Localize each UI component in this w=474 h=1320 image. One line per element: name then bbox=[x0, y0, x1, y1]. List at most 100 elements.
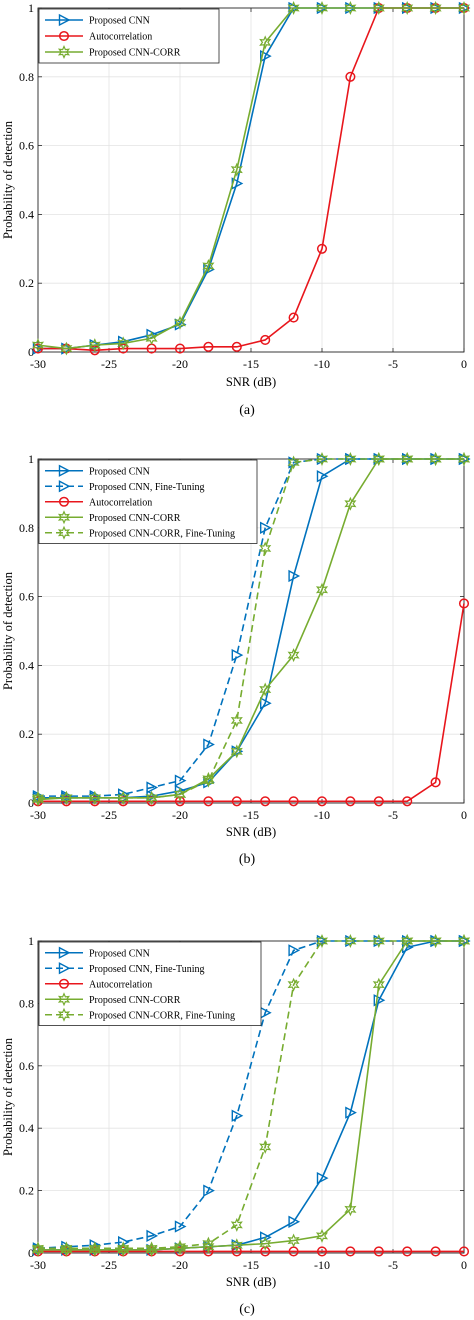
data-point bbox=[260, 334, 271, 346]
data-point bbox=[145, 1242, 158, 1257]
data-point bbox=[288, 1215, 301, 1228]
data-point bbox=[316, 243, 328, 254]
legend-item: Proposed CNN bbox=[45, 946, 150, 959]
data-point bbox=[402, 796, 413, 807]
data-point bbox=[373, 796, 384, 807]
y-axis-label: Probability of detection bbox=[1, 1037, 15, 1156]
legend-item: Autocorrelation bbox=[45, 496, 152, 508]
legend-label: Autocorrelation bbox=[89, 979, 152, 990]
y-axis-label: Probability of detection bbox=[1, 571, 15, 690]
data-point bbox=[174, 774, 187, 787]
x-tick-label: -20 bbox=[172, 1258, 188, 1272]
y-tick-label: 0 bbox=[28, 796, 34, 810]
x-tick-label: -5 bbox=[388, 357, 398, 371]
data-point bbox=[173, 1239, 187, 1254]
y-tick-label: 0.4 bbox=[19, 658, 34, 672]
legend-label: Proposed CNN-CORR bbox=[89, 995, 181, 1006]
data-point bbox=[316, 1171, 329, 1185]
y-tick-label: 0.2 bbox=[19, 276, 34, 290]
legend-label: Proposed CNN, Fine-Tuning bbox=[89, 482, 204, 493]
legend-marker bbox=[58, 480, 71, 493]
data-point bbox=[60, 341, 73, 356]
legend-marker bbox=[57, 525, 71, 540]
data-point bbox=[231, 796, 242, 807]
data-point bbox=[373, 1246, 384, 1257]
legend-label: Proposed CNN, Fine-Tuning bbox=[89, 964, 204, 975]
data-point bbox=[89, 345, 100, 356]
panel-caption: (b) bbox=[239, 852, 256, 867]
data-point bbox=[457, 1, 471, 15]
y-tick-label: 0.6 bbox=[19, 139, 34, 153]
data-point bbox=[429, 934, 442, 948]
legend-label: Proposed CNN-CORR bbox=[89, 48, 181, 59]
y-tick-label: 0.8 bbox=[19, 70, 34, 84]
data-point bbox=[372, 934, 385, 948]
y-tick-label: 0.8 bbox=[19, 521, 34, 535]
data-point bbox=[146, 1229, 159, 1242]
series-line bbox=[37, 7, 464, 350]
legend-label: Proposed CNN bbox=[89, 948, 150, 959]
data-point bbox=[146, 781, 159, 794]
data-point bbox=[117, 336, 130, 351]
data-point bbox=[457, 934, 471, 948]
data-point bbox=[372, 977, 385, 992]
data-point bbox=[203, 796, 214, 807]
legend-label: Proposed CNN-CORR, Fine-Tuning bbox=[89, 1010, 235, 1021]
legend-marker bbox=[57, 992, 71, 1007]
legend-label: Proposed CNN-CORR bbox=[89, 513, 181, 524]
data-point bbox=[315, 452, 329, 466]
data-point bbox=[288, 456, 301, 469]
series-proposed-cnn-corr bbox=[31, 1, 471, 356]
data-point bbox=[260, 796, 271, 807]
data-point bbox=[60, 790, 73, 805]
data-point bbox=[259, 1139, 272, 1154]
data-point bbox=[402, 1246, 413, 1257]
data-point bbox=[429, 452, 442, 466]
legend-item: Autocorrelation bbox=[45, 30, 152, 43]
x-tick-label: -15 bbox=[243, 1258, 259, 1272]
data-point bbox=[287, 977, 300, 992]
data-point bbox=[60, 1241, 73, 1256]
data-point bbox=[145, 790, 158, 805]
data-point bbox=[316, 1246, 328, 1257]
data-point bbox=[345, 1246, 356, 1257]
legend-marker bbox=[57, 510, 71, 525]
series-line bbox=[38, 940, 464, 1251]
x-tick-label: -5 bbox=[388, 808, 398, 822]
data-point bbox=[287, 1, 300, 15]
data-point bbox=[117, 1241, 130, 1256]
legend-item: Proposed CNN-CORR, Fine-Tuning bbox=[45, 1007, 235, 1022]
data-point bbox=[31, 1242, 45, 1257]
data-point bbox=[344, 452, 357, 466]
data-point bbox=[344, 934, 357, 948]
legend-marker bbox=[57, 45, 71, 59]
data-point bbox=[230, 713, 243, 728]
y-tick-label: 0.4 bbox=[19, 207, 34, 221]
y-tick-label: 0 bbox=[28, 345, 34, 359]
data-point bbox=[88, 338, 101, 353]
x-tick-label: -5 bbox=[388, 1258, 398, 1272]
data-point bbox=[345, 1106, 357, 1119]
data-point bbox=[288, 796, 299, 807]
x-tick-label: -25 bbox=[101, 808, 117, 822]
data-point bbox=[345, 452, 357, 466]
y-tick-label: 1 bbox=[28, 1, 34, 15]
legend-item: Proposed CNN bbox=[45, 13, 150, 27]
data-point bbox=[88, 1242, 101, 1257]
data-point bbox=[260, 521, 272, 534]
series-proposed-cnn-corr-fine-tuning bbox=[31, 934, 471, 1256]
legend-label: Proposed CNN bbox=[89, 466, 150, 477]
data-point bbox=[173, 315, 187, 330]
data-point bbox=[345, 796, 356, 807]
legend-label: Autocorrelation bbox=[89, 32, 152, 43]
legend-item: Proposed CNN, Fine-Tuning bbox=[45, 480, 204, 493]
data-point bbox=[203, 1184, 215, 1197]
data-point bbox=[401, 1, 414, 15]
data-point bbox=[174, 1220, 187, 1233]
legend: Proposed CNN Proposed CNN, Fine-Tuning Aut… bbox=[38, 941, 262, 1026]
data-point bbox=[88, 790, 101, 805]
data-point bbox=[231, 1109, 244, 1122]
data-point bbox=[32, 343, 44, 354]
data-point bbox=[457, 452, 471, 466]
data-point bbox=[145, 1241, 158, 1256]
